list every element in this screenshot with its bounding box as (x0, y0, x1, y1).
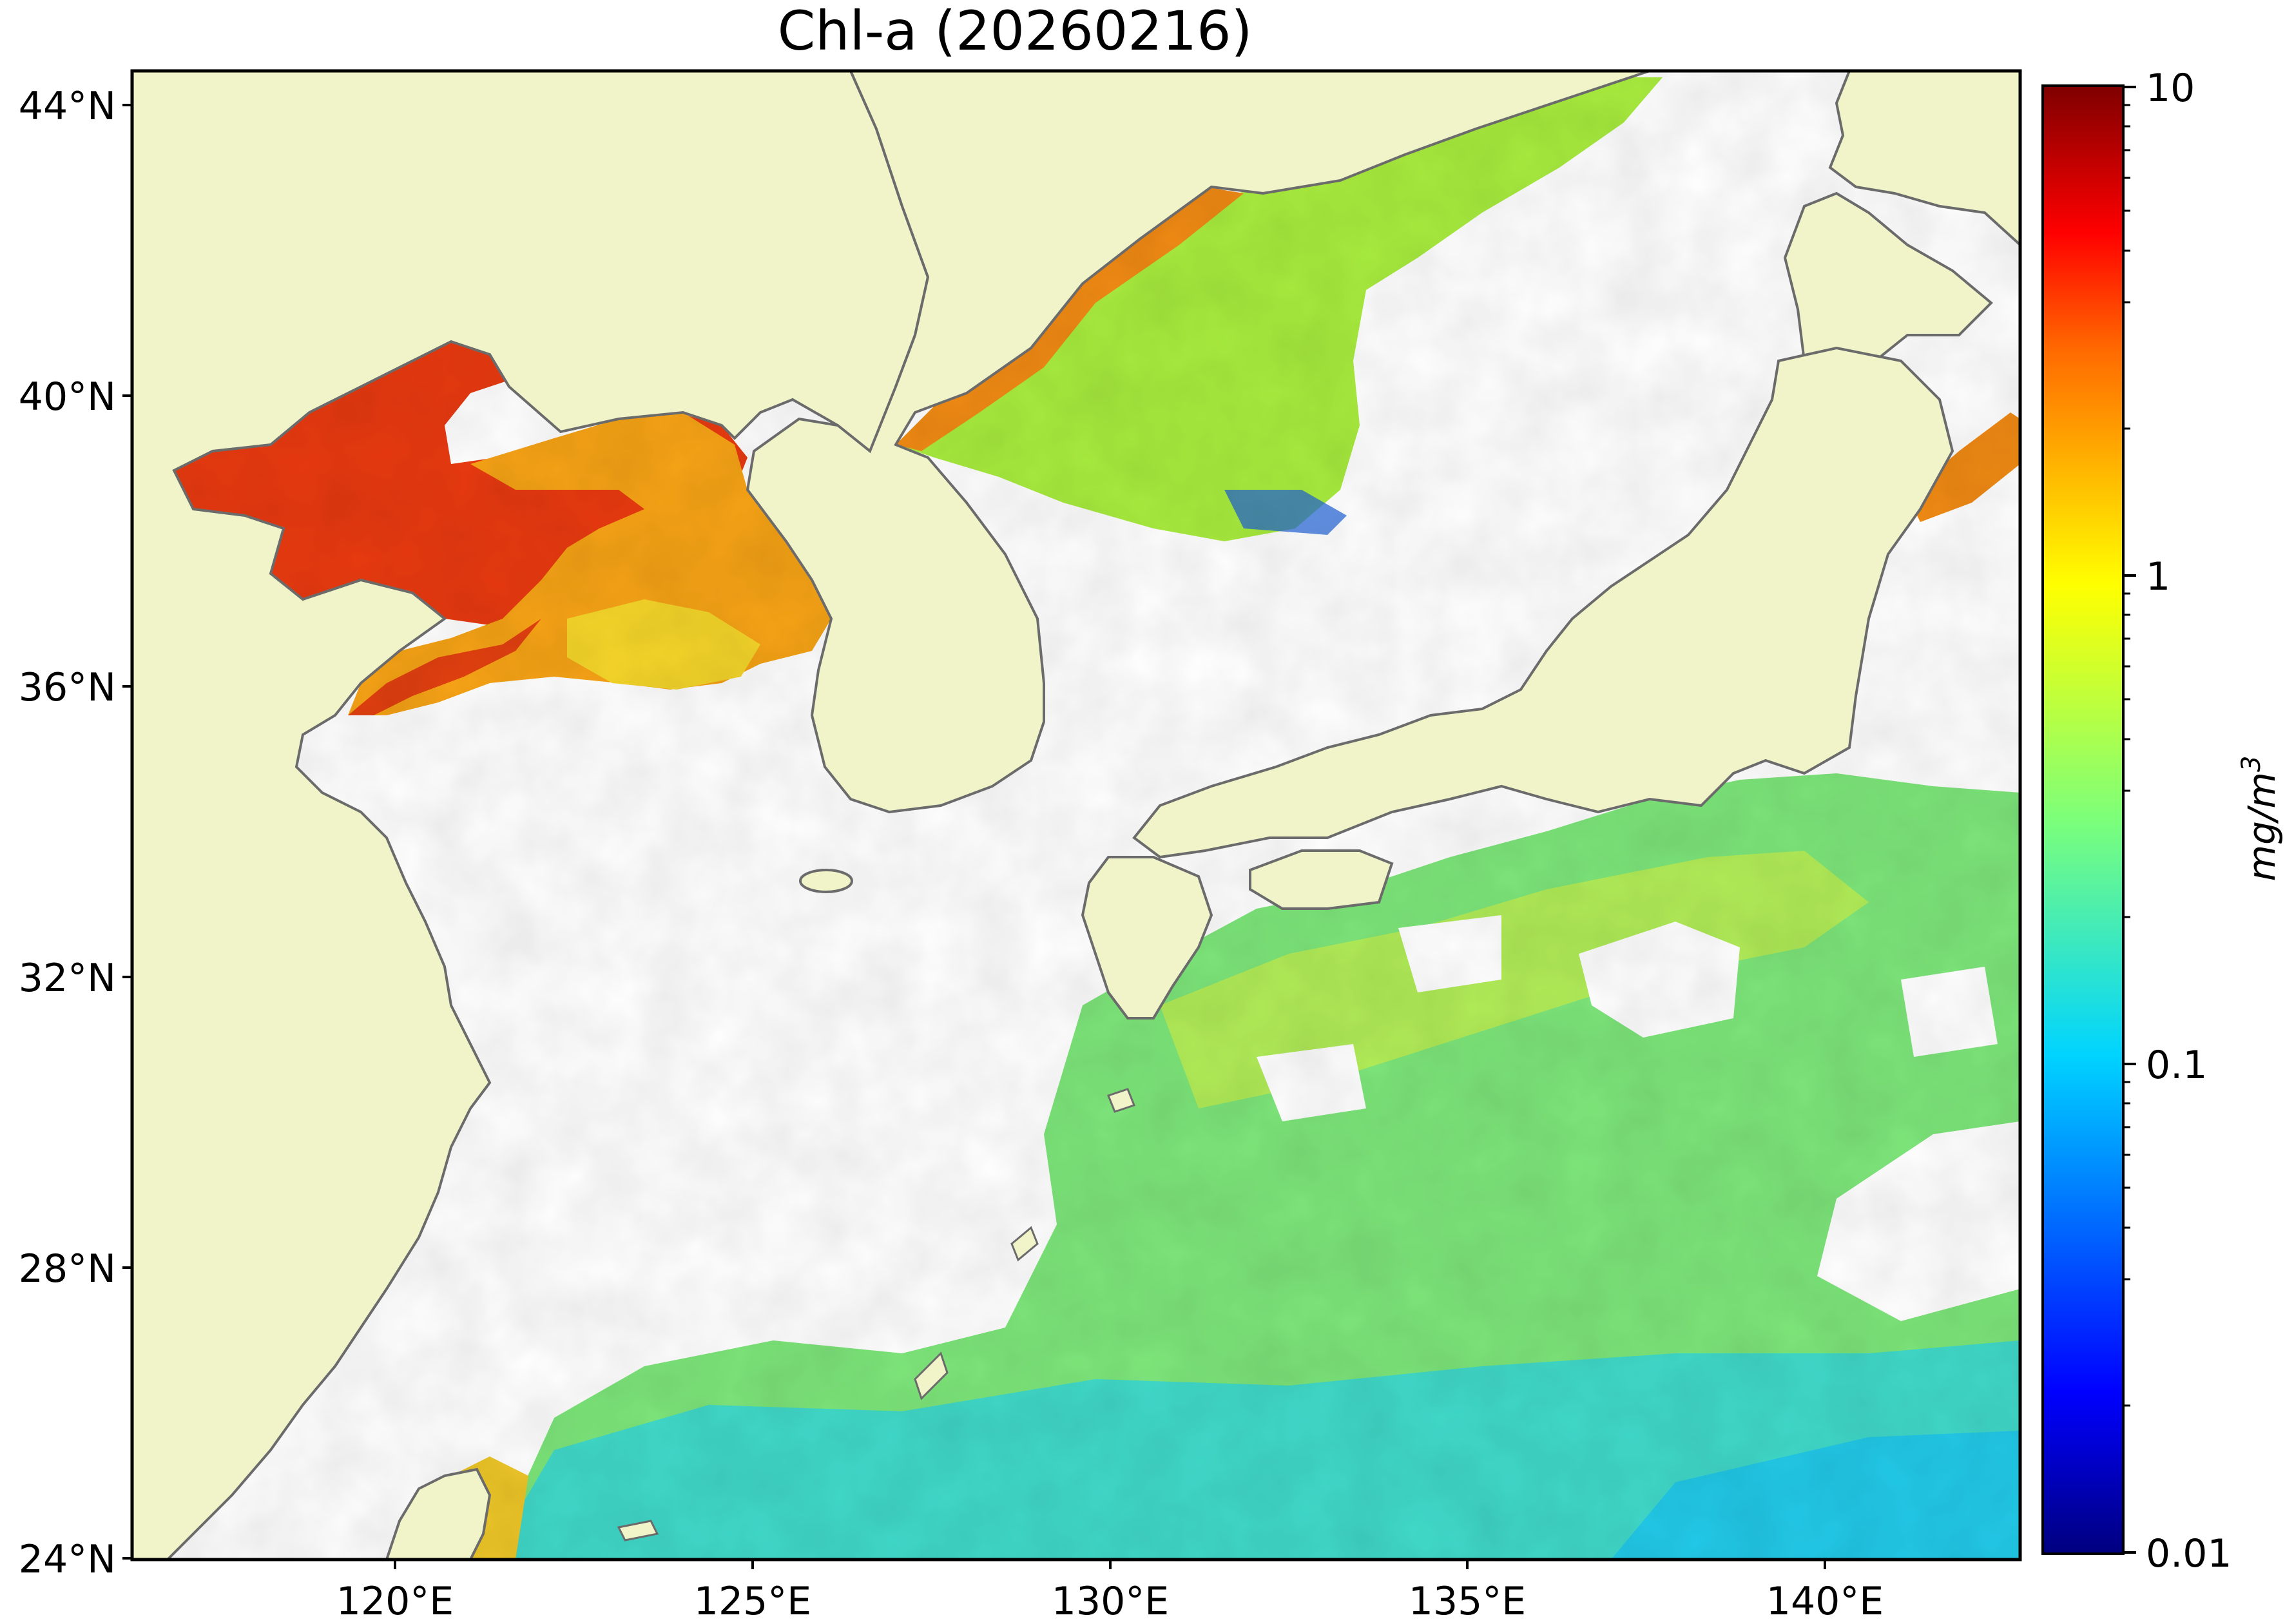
colorbar-gradient (2041, 84, 2125, 1555)
lon-tick-label: 125°E (694, 1579, 811, 1624)
colorbar-tick-label: 0.1 (2146, 1043, 2207, 1088)
map-title: Chl-a (20260216) (777, 0, 1253, 63)
lat-tick-label: 28°N (19, 1246, 116, 1291)
lat-tick-label: 44°N (19, 84, 116, 129)
lon-tick-label: 130°E (1052, 1579, 1169, 1624)
longitude-axis: 120°E 125°E 130°E 135°E 140°E (336, 1560, 1884, 1624)
land-amami (1010, 1226, 1039, 1262)
land-kyushu (1081, 856, 1213, 1020)
lon-tick-label: 120°E (336, 1579, 454, 1624)
lon-tick-label: 140°E (1766, 1579, 1884, 1624)
lat-tick-label: 36°N (19, 665, 116, 710)
land-shikoku (1249, 849, 1394, 910)
land-russia-far-east (1828, 71, 2020, 247)
land-okinawa (914, 1351, 949, 1400)
lat-tick-label: 40°N (19, 374, 116, 420)
colorbar-unit-label: mg/m3 (2237, 756, 2284, 882)
map-frame (130, 69, 2022, 1561)
colorbar-tick-label: 0.01 (2146, 1531, 2232, 1576)
latitude-axis: 44°N 40°N 36°N 32°N 28°N 24°N (19, 84, 132, 1582)
land-yakushima (1107, 1088, 1135, 1113)
colorbar: 10 1 0.1 0.01 mg/m3 (2041, 66, 2284, 1576)
land-korea (746, 71, 1650, 814)
land-taiwan (385, 1467, 492, 1560)
lat-tick-label: 32°N (19, 956, 116, 1001)
land-china-mainland (132, 71, 930, 1560)
lat-tick-label: 24°N (19, 1537, 116, 1582)
land-ishigaki (617, 1520, 659, 1542)
colorbar-tick-label: 1 (2146, 554, 2170, 599)
colorbar-tick-label: 10 (2146, 66, 2195, 111)
land-honshu (1132, 346, 1954, 859)
land-hokkaido (1783, 191, 1993, 389)
land-jeju (799, 869, 853, 893)
lon-tick-label: 135°E (1409, 1579, 1526, 1624)
